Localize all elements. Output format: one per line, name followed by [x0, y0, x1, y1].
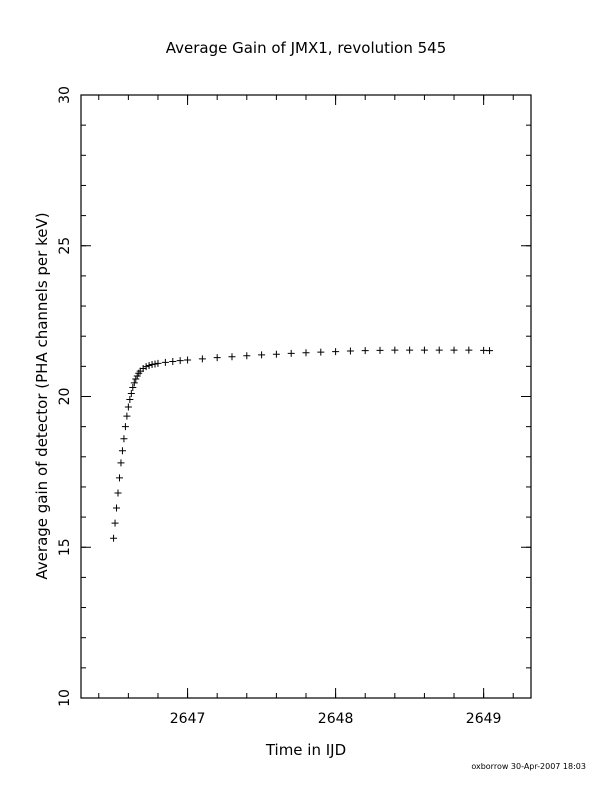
data-point [127, 389, 135, 397]
data-point [126, 396, 134, 404]
data-point [114, 489, 122, 497]
axis-ticks [81, 94, 531, 699]
data-point [120, 435, 128, 443]
data-points [110, 346, 494, 542]
data-point [110, 534, 118, 542]
data-point [450, 346, 458, 354]
data-point [113, 504, 121, 512]
y-tick-label: 15 [57, 538, 73, 556]
data-point [480, 346, 488, 354]
data-point [391, 346, 399, 354]
y-tick-label: 25 [57, 237, 73, 255]
data-point [124, 403, 132, 411]
x-tick-label: 2649 [466, 711, 502, 727]
y-tick-label: 10 [57, 689, 73, 707]
data-point [346, 347, 354, 355]
data-point [258, 351, 266, 359]
data-point [406, 346, 414, 354]
data-point [486, 347, 494, 355]
data-point [145, 361, 153, 369]
data-point [302, 349, 310, 357]
data-point [161, 358, 169, 366]
data-point [228, 353, 236, 361]
data-point [132, 375, 140, 383]
data-point [317, 348, 325, 356]
data-point [111, 519, 119, 527]
data-point [118, 447, 126, 455]
data-point [420, 346, 428, 354]
data-point [465, 346, 473, 354]
axis-tick-labels: 2647 2648 2649 10 15 20 25 30 [57, 86, 501, 727]
data-point [151, 360, 159, 368]
data-point [154, 359, 162, 367]
data-point [376, 346, 384, 354]
data-point [142, 363, 150, 371]
data-point [148, 361, 156, 369]
data-point [176, 357, 184, 365]
plot-frame [80, 94, 532, 699]
data-point [139, 364, 147, 372]
data-point [123, 412, 131, 420]
plot-area [80, 94, 532, 699]
chart-title: Average Gain of JMX1, revolution 545 [166, 39, 447, 57]
data-point [435, 346, 443, 354]
x-tick-label: 2648 [318, 711, 354, 727]
data-point [130, 379, 138, 387]
y-axis-label: Average gain of detector (PHA channels p… [33, 212, 51, 579]
data-point [332, 348, 340, 356]
y-tick-label: 30 [57, 86, 73, 104]
data-point [213, 354, 221, 362]
data-point [129, 383, 137, 391]
x-axis-label: Time in IJD [265, 741, 346, 759]
data-point [272, 350, 280, 358]
data-point [117, 459, 125, 467]
data-point [169, 358, 177, 366]
footer-credit: oxborrow 30-Apr-2007 18:03 [471, 762, 586, 771]
data-point [198, 355, 206, 363]
data-point [243, 352, 251, 360]
data-point [287, 349, 295, 357]
y-tick-label: 20 [57, 388, 73, 406]
data-point [184, 356, 192, 364]
data-point [121, 423, 129, 431]
data-point [115, 474, 123, 482]
x-tick-label: 2647 [170, 711, 206, 727]
data-point [361, 347, 369, 355]
